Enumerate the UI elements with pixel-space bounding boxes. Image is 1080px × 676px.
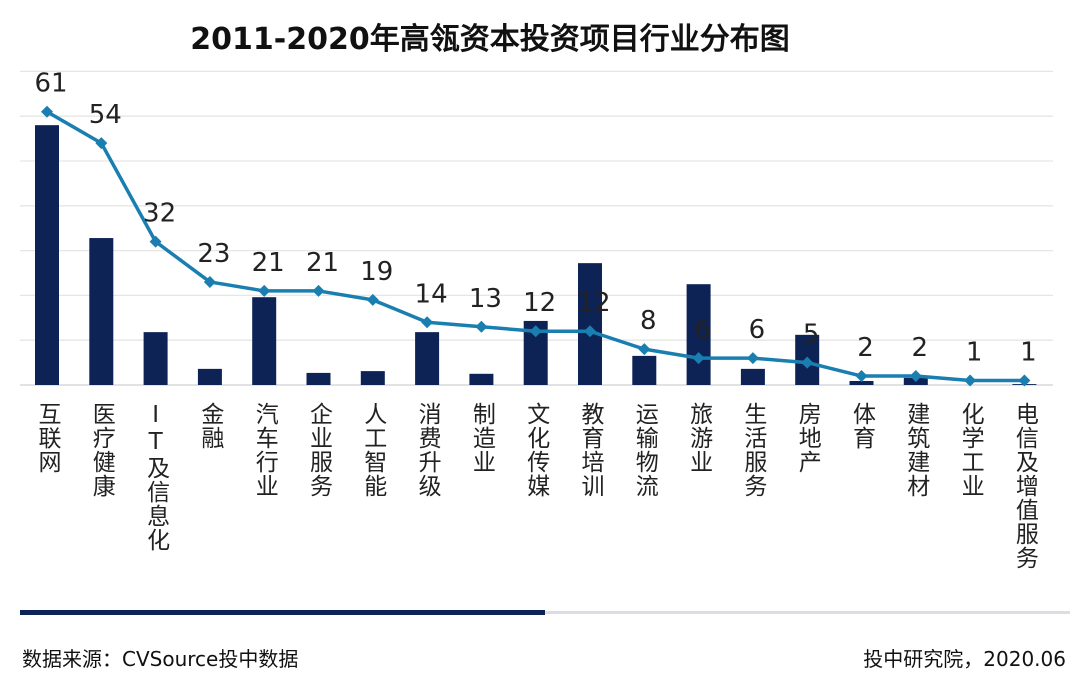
category-label: 汽车行业 — [251, 402, 278, 498]
category-label: 互联网 — [34, 402, 60, 474]
data-label-3: 23 — [197, 239, 230, 269]
data-label-1: 54 — [89, 100, 122, 130]
line-marker-1 — [95, 137, 108, 150]
credit-date: 投中研究院，2020.06 — [863, 647, 1066, 671]
data-label-13: 6 — [749, 315, 766, 345]
line-marker-10 — [584, 325, 596, 338]
line-marker-7 — [421, 316, 434, 329]
line-marker-6 — [366, 293, 379, 306]
bar-4 — [252, 297, 277, 385]
category-label: 制造业 — [468, 402, 495, 474]
line-marker-14 — [801, 356, 814, 369]
data-label-7: 14 — [415, 279, 448, 309]
bar-2 — [143, 332, 168, 385]
category-label: 企业服务 — [305, 402, 332, 498]
line-marker-8 — [475, 320, 488, 333]
bar-8 — [469, 373, 494, 385]
line-marker-5 — [312, 284, 325, 297]
category-label: 旅游业 — [685, 402, 712, 474]
data-label-11: 8 — [640, 306, 657, 336]
category-label: 人工智能 — [359, 402, 386, 498]
bar-12 — [686, 284, 711, 385]
data-label-0: 61 — [34, 69, 67, 99]
data-label-6: 19 — [360, 257, 393, 287]
line-marker-12 — [692, 352, 705, 365]
category-label: 体育 — [848, 402, 875, 450]
line-marker-3 — [203, 275, 216, 288]
chart-title: 2011-2020年高瓴资本投资项目行业分布图 — [190, 22, 790, 57]
data-label-4: 21 — [252, 248, 285, 278]
category-label: 医疗健康 — [88, 402, 115, 498]
data-label-12: 6 — [694, 315, 711, 345]
category-label: 金融 — [196, 402, 223, 450]
bar-11 — [632, 355, 657, 385]
line-marker-15 — [855, 370, 868, 383]
line-marker-11 — [638, 343, 651, 356]
category-label: 消费升级 — [414, 402, 441, 498]
line-marker-2 — [149, 235, 162, 248]
data-source: 数据来源：CVSource投中数据 — [22, 647, 299, 671]
data-label-9: 12 — [523, 288, 556, 318]
category-label: 生活服务 — [739, 402, 766, 498]
data-label-17: 1 — [966, 338, 983, 368]
bar-15 — [849, 380, 874, 385]
bar-13 — [740, 368, 765, 385]
data-label-10: 12 — [577, 288, 610, 318]
line-marker-13 — [746, 352, 759, 365]
category-label: IT及信息化 — [142, 402, 169, 552]
bar-7 — [415, 332, 440, 385]
line-marker-18 — [1018, 374, 1031, 387]
line-marker-9 — [529, 325, 542, 338]
bar-1 — [89, 238, 114, 385]
category-label: 运输物流 — [631, 402, 658, 498]
bar-5 — [306, 372, 331, 385]
category-label: 建筑建材 — [902, 402, 929, 498]
line-marker-4 — [258, 284, 271, 297]
data-label-14: 5 — [803, 320, 820, 350]
data-label-5: 21 — [306, 248, 339, 278]
line-marker-17 — [964, 374, 977, 387]
bar-0 — [35, 125, 59, 385]
data-label-8: 13 — [469, 284, 502, 314]
data-label-2: 32 — [143, 199, 176, 229]
line-marker-0 — [41, 105, 53, 118]
footer-divider-light — [545, 611, 1070, 614]
line-marker-16 — [909, 370, 922, 383]
data-label-16: 2 — [912, 333, 929, 363]
bar-6 — [360, 371, 385, 385]
category-label: 电信及增值服务 — [1011, 402, 1038, 570]
bar-3 — [197, 368, 222, 385]
footer-divider-dark — [20, 610, 545, 615]
data-label-18: 1 — [1020, 338, 1037, 368]
category-label: 文化传媒 — [522, 402, 549, 498]
category-label: 教育培训 — [577, 402, 603, 498]
bar-10 — [578, 263, 602, 385]
category-label: 化学工业 — [957, 402, 984, 498]
data-label-15: 2 — [857, 333, 874, 363]
category-label: 房地产 — [794, 402, 821, 474]
